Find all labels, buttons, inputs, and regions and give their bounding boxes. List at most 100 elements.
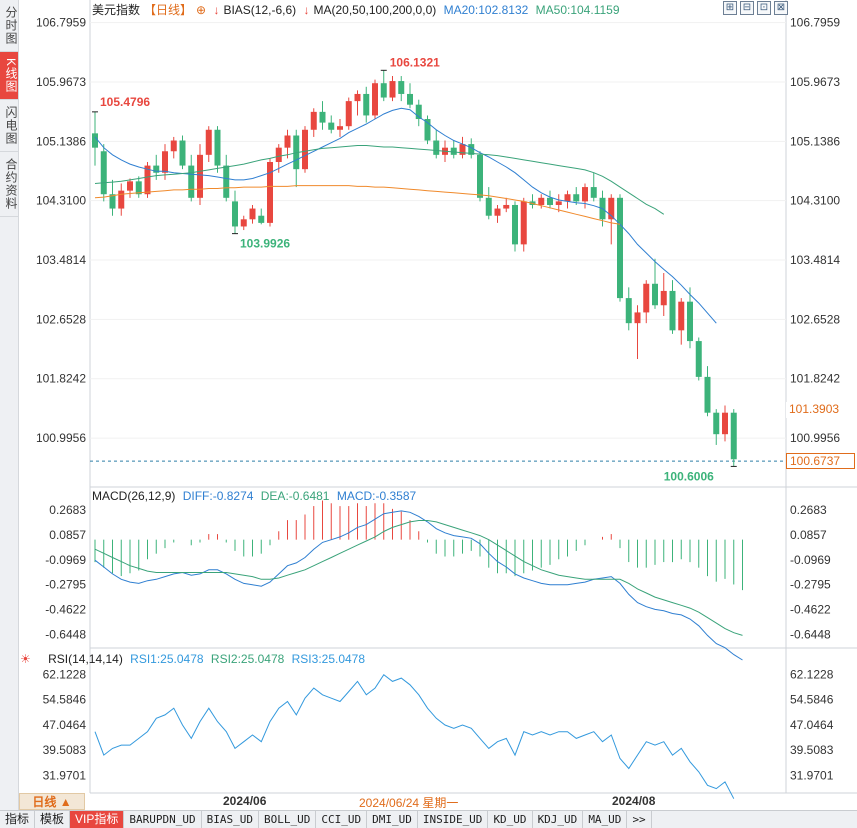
macd-legend: MACD(26,12,9) DIFF:-0.8274 DEA:-0.6481 M… xyxy=(92,489,420,503)
tab-dmi[interactable]: DMI_UD xyxy=(367,811,418,828)
candle-body xyxy=(625,298,632,324)
tools-icon[interactable]: ↓ xyxy=(213,3,220,17)
time-axis-row: 日线 ▲ 2024/06 2024/06/24 星期一 2024/08 xyxy=(0,793,857,810)
rsi-tick-left: 31.9701 xyxy=(43,768,87,782)
candle-body xyxy=(372,83,378,116)
rsi-legend: ☀ RSI(14,14,14) RSI1:25.0478 RSI2:25.047… xyxy=(20,652,369,666)
chart-tool-buttons: ⊞ ⊟ ⊡ ⊠ xyxy=(723,1,788,15)
candle-body xyxy=(468,144,475,155)
candle-body xyxy=(555,201,562,205)
annotation-left_high: 105.4796 xyxy=(100,95,150,109)
price-tick-left: 106.7959 xyxy=(36,16,86,30)
candle-body xyxy=(608,197,615,220)
price-tick-right: 102.6528 xyxy=(790,312,840,326)
fit-icon[interactable]: ⊡ xyxy=(757,1,771,15)
rsi-tick-left: 54.5846 xyxy=(43,693,87,707)
candle-body xyxy=(223,165,230,198)
chart-canvas[interactable]: 106.7959 106.7959 105.9673 105.9673 105.1386… xyxy=(0,0,857,810)
ma-label: MA(20,50,100,200,0,0) xyxy=(313,3,437,17)
candles-layer xyxy=(92,70,737,467)
candle-body xyxy=(538,197,545,205)
tab-more[interactable]: >> xyxy=(627,811,652,828)
rsi-layer xyxy=(94,673,735,799)
candle-body xyxy=(730,412,737,460)
rsi-tick-right: 54.5846 xyxy=(790,693,834,707)
tab-bias[interactable]: BIAS_UD xyxy=(202,811,259,828)
current-price-tag: 100.6737 xyxy=(786,453,855,469)
candle-body xyxy=(267,162,273,223)
ma20-line xyxy=(94,107,717,324)
macd-diff: DIFF:-0.8274 xyxy=(182,489,254,503)
candle-body xyxy=(363,93,370,116)
period-label[interactable]: 【日线】 xyxy=(144,3,193,17)
tab-ma[interactable]: MA_UD xyxy=(583,811,628,828)
time-label-jun: 2024/06 xyxy=(223,794,267,808)
rsi-tick-left: 39.5083 xyxy=(43,743,87,757)
candle-body xyxy=(573,194,580,202)
candle-body xyxy=(450,147,457,155)
candle-body xyxy=(345,101,352,127)
time-label-aug: 2024/08 xyxy=(612,794,656,808)
tab-vip-indicator[interactable]: VIP指标 xyxy=(70,811,125,828)
candle-body xyxy=(144,165,151,195)
candle-body xyxy=(100,151,107,195)
period-dropdown[interactable]: 日线 ▲ xyxy=(19,793,85,810)
close-icon[interactable]: ⊠ xyxy=(774,1,788,15)
add-circle-icon[interactable]: ⊕ xyxy=(196,3,207,17)
candle-body xyxy=(512,204,518,245)
tab-kd[interactable]: KD_UD xyxy=(488,811,533,828)
macd-tick-left: -0.0969 xyxy=(45,553,86,567)
price-tick-left: 101.8242 xyxy=(36,372,86,386)
tab-barupdn[interactable]: BARUPDN_UD xyxy=(124,811,202,828)
tab-kdj[interactable]: KDJ_UD xyxy=(533,811,584,828)
candle-body xyxy=(652,283,658,306)
instrument-name: 美元指数 xyxy=(92,3,141,17)
ma100-line xyxy=(94,185,621,225)
tab-template[interactable]: 模板 xyxy=(35,811,71,828)
macd-tick-right: 0.2683 xyxy=(790,503,827,517)
macd-tick-right: -0.2795 xyxy=(790,578,831,592)
tab-flash[interactable]: 闪电图 xyxy=(0,100,18,153)
indicator-tab-bar: 指标 模板 VIP指标 BARUPDN_UD BIAS_UD BOLL_UD C… xyxy=(0,810,857,828)
candle-body xyxy=(127,181,133,191)
candle-body xyxy=(660,290,667,306)
price-tick-left: 105.1386 xyxy=(36,134,86,148)
candle-body xyxy=(485,197,492,216)
macd-title: MACD(26,12,9) xyxy=(92,489,176,503)
tab-cci[interactable]: CCI_UD xyxy=(316,811,368,828)
candle-body xyxy=(162,151,168,173)
macd-tick-right: -0.4622 xyxy=(790,603,831,617)
tab-indicator[interactable]: 指标 xyxy=(0,811,36,828)
candle-body xyxy=(232,201,238,227)
price-tick-right: 103.4814 xyxy=(790,253,840,267)
candle-body xyxy=(170,140,177,152)
tab-kline[interactable]: K线图 xyxy=(0,52,18,101)
bias-label: BIAS(12,-6,6) xyxy=(223,3,297,17)
zoom-out-icon[interactable]: ⊟ xyxy=(740,1,754,15)
candle-body xyxy=(617,197,623,299)
candle-body xyxy=(477,154,483,198)
price-tick-left: 105.9673 xyxy=(36,75,86,89)
candle-body xyxy=(179,140,186,166)
candle-body xyxy=(249,208,256,220)
tab-contract-info[interactable]: 合约资料 xyxy=(0,152,18,218)
main-legend: 美元指数 【日线】 ⊕ ↓ BIAS(12,-6,6) ↓ MA(20,50,100,2… xyxy=(92,3,624,17)
candle-body xyxy=(459,144,466,155)
candle-body xyxy=(310,111,317,130)
settings-icon[interactable]: ☀ xyxy=(20,652,31,666)
ma20-value: MA20:102.8132 xyxy=(443,3,529,17)
tab-inside[interactable]: INSIDE_UD xyxy=(418,811,489,828)
candle-body xyxy=(643,283,650,313)
macd-tick-right: -0.0969 xyxy=(790,553,831,567)
tab-boll[interactable]: BOLL_UD xyxy=(259,811,317,828)
tab-time-share[interactable]: 分时图 xyxy=(0,0,18,52)
macd-tick-left: -0.4622 xyxy=(45,603,86,617)
zoom-in-icon[interactable]: ⊞ xyxy=(723,1,737,15)
candle-body xyxy=(354,93,361,102)
candle-body xyxy=(135,181,142,195)
candle-body xyxy=(424,119,431,141)
ma50-line xyxy=(94,145,665,215)
ma-icon[interactable]: ↓ xyxy=(303,3,310,17)
price-tick-right: 100.9956 xyxy=(790,431,840,445)
macd-tick-left: -0.6448 xyxy=(45,628,86,642)
